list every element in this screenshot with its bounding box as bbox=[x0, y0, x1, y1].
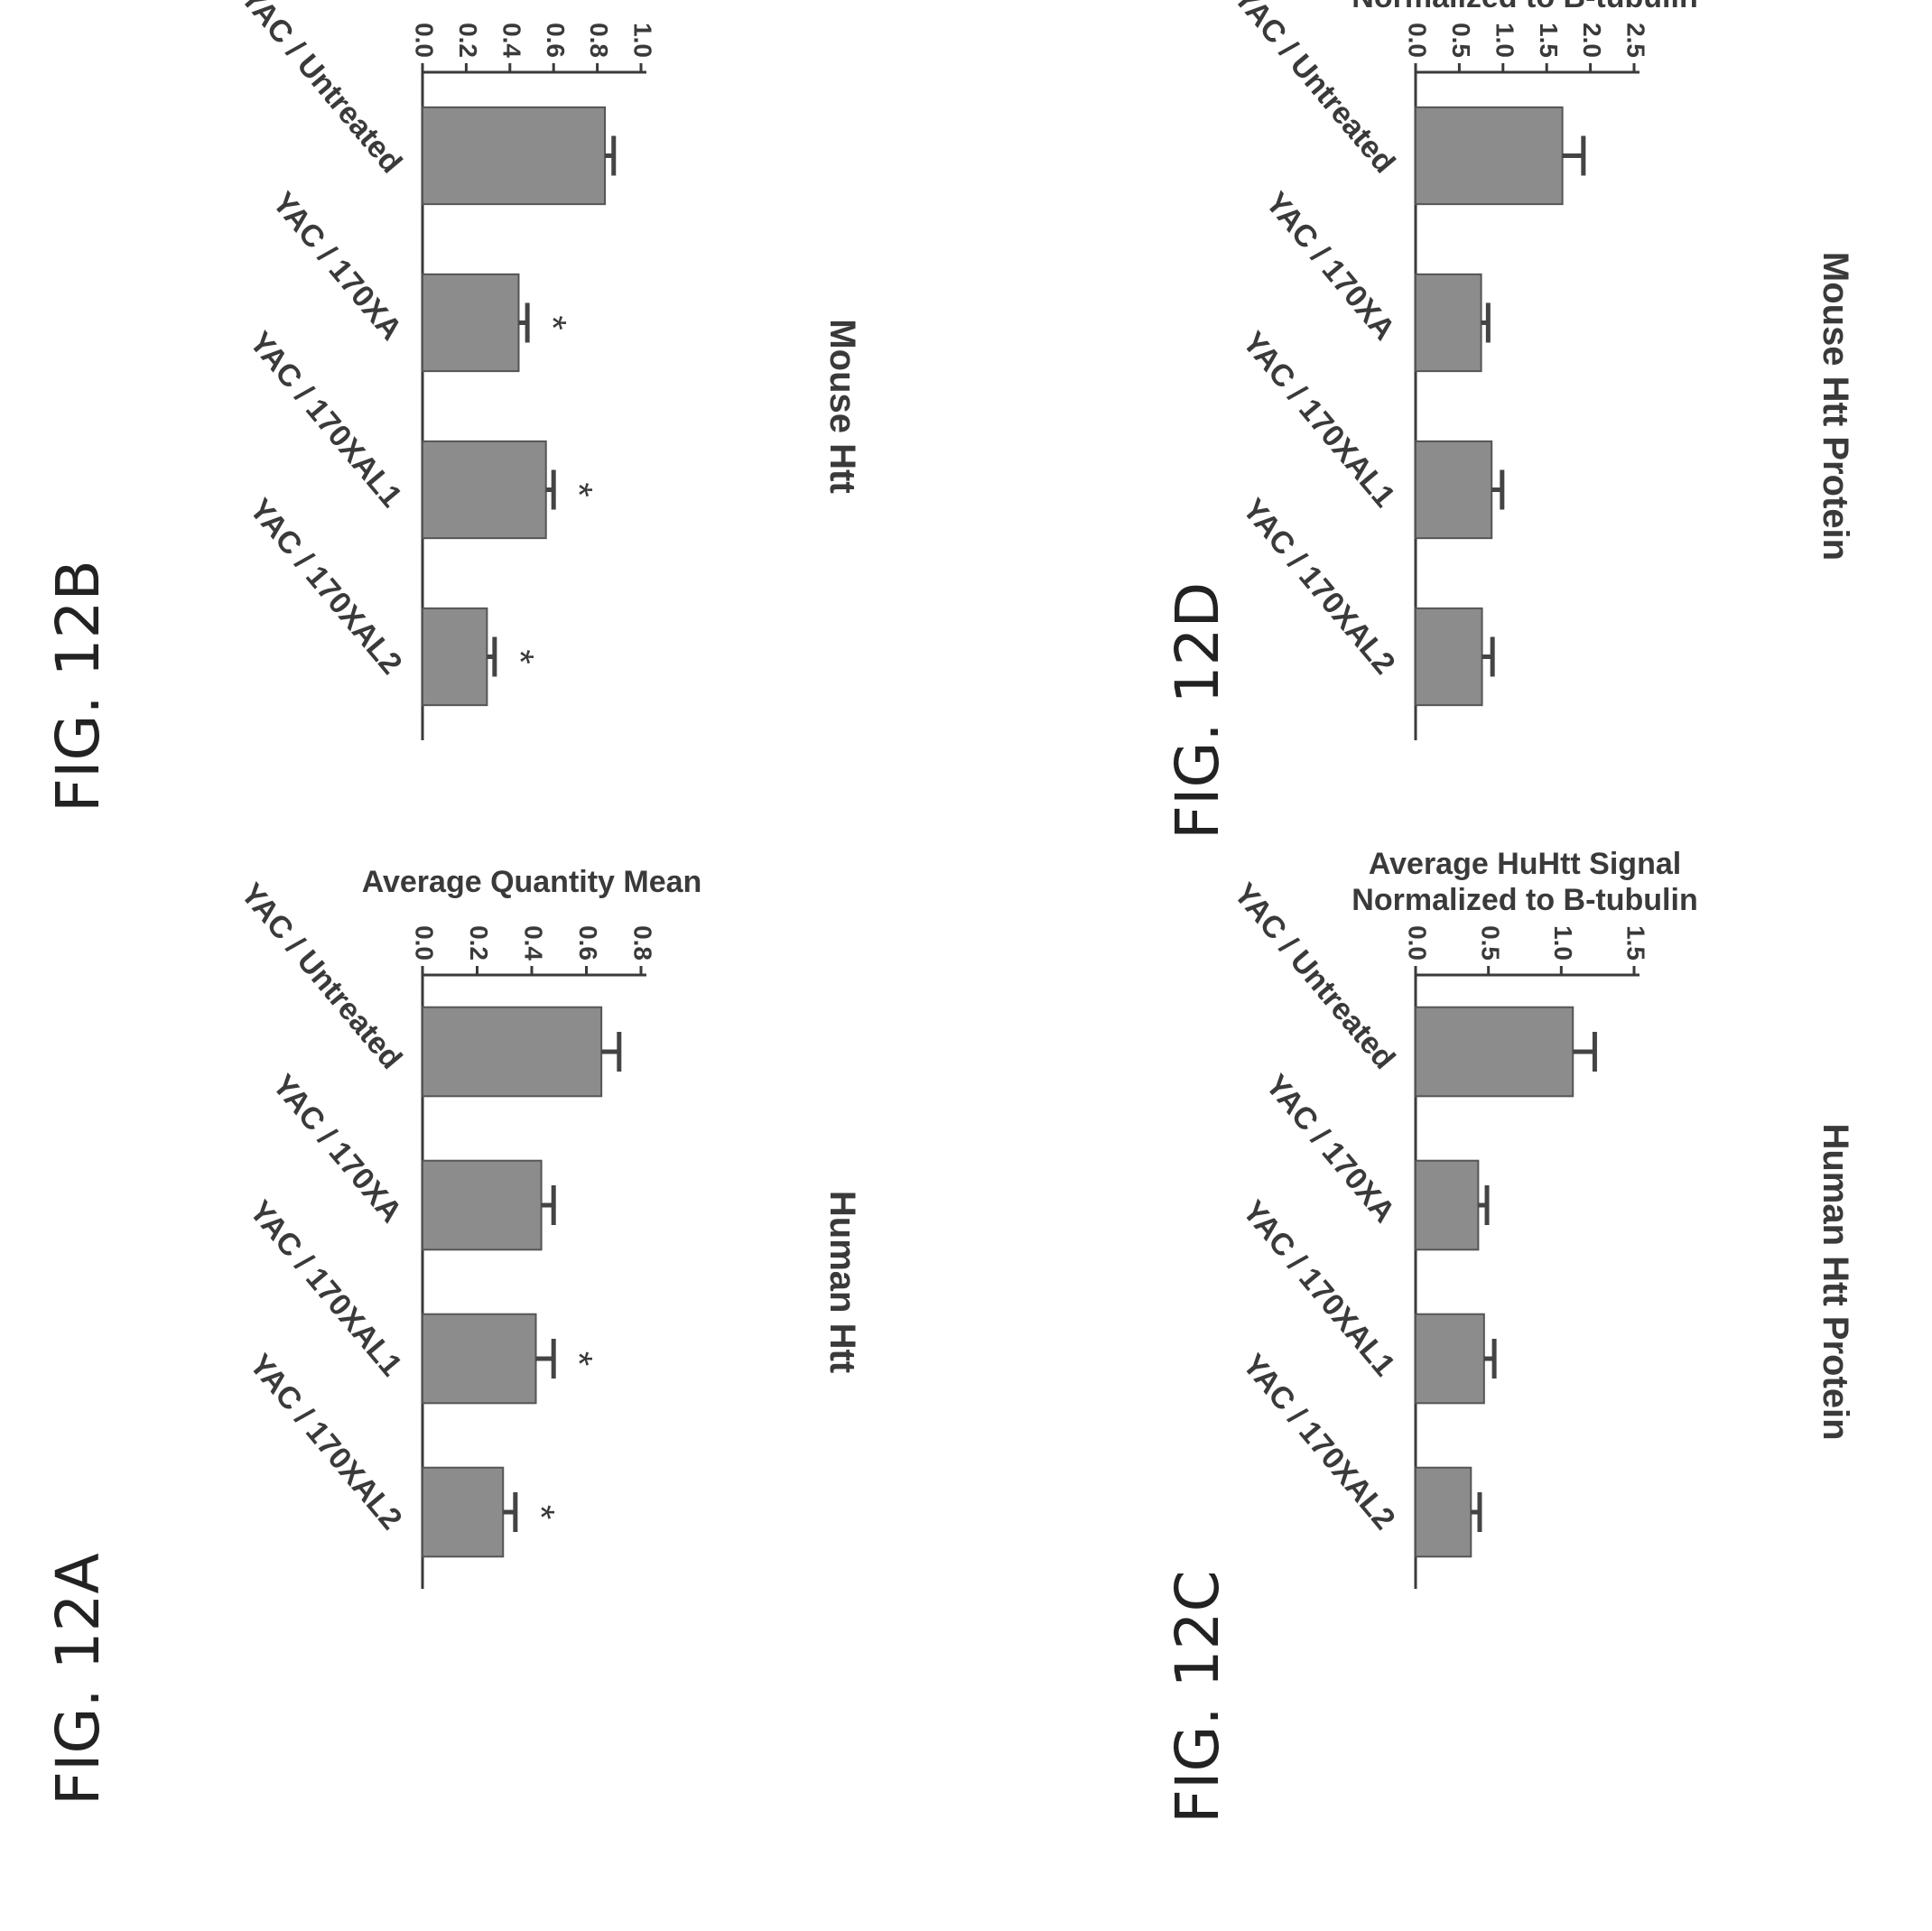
bar-3 bbox=[422, 607, 488, 707]
y-tick-label: 0.5 bbox=[1476, 925, 1504, 961]
chart-title-1: Mouse Htt bbox=[822, 319, 862, 493]
charts: Human Htt 0.0 0.2 0.4 0.6 0.8 Average Quantity… bbox=[234, 0, 1855, 1589]
figure-label-1: FIG. 12B bbox=[43, 560, 113, 812]
category-label-0: YAC / Untreated bbox=[234, 0, 408, 180]
bar-2 bbox=[1414, 1313, 1485, 1405]
significance-star-2: * bbox=[558, 1351, 600, 1366]
y-tick-label: 1.0 bbox=[1491, 23, 1519, 58]
category-label-1: YAC / 170XA bbox=[1259, 186, 1401, 347]
y-tick-label: 0.0 bbox=[1404, 23, 1432, 58]
bar-3 bbox=[421, 1466, 505, 1558]
category-label-3: YAC / 170XAL2 bbox=[1236, 492, 1402, 681]
bar-3 bbox=[1415, 1466, 1472, 1558]
chart-title-2: Human Htt Protein bbox=[1816, 1123, 1855, 1440]
bar-3 bbox=[1414, 607, 1483, 707]
significance-star-3: * bbox=[520, 1505, 562, 1519]
y-tick-label: 1.5 bbox=[1622, 925, 1650, 961]
category-label-0: YAC / Untreated bbox=[1227, 0, 1401, 180]
figure-label-2: FIG. 12C bbox=[1163, 1570, 1232, 1824]
y-tick-label: 0.0 bbox=[411, 925, 439, 961]
chart-title-0: Human Htt bbox=[822, 1191, 862, 1373]
chart-0: Human Htt 0.0 0.2 0.4 0.6 0.8 Average Quantity… bbox=[234, 865, 862, 1589]
bar-2 bbox=[422, 1313, 537, 1405]
significance-star-1: * bbox=[532, 315, 574, 330]
y-tick-label: 0.6 bbox=[542, 23, 570, 58]
y-tick-label: 0.8 bbox=[585, 23, 613, 58]
figure-label-3: FIG. 12D bbox=[1163, 582, 1232, 840]
y-tick-label: 0.4 bbox=[497, 23, 525, 58]
y-tick-label: 0.0 bbox=[1404, 925, 1432, 961]
bar-2 bbox=[1415, 440, 1493, 540]
y-tick-label: 1.0 bbox=[1549, 925, 1577, 961]
y-tick-label: 0.0 bbox=[411, 23, 439, 58]
y-tick-label: 0.6 bbox=[574, 925, 602, 961]
y-axis-label-0: Average Quantity Mean bbox=[362, 865, 702, 899]
y-axis-label-2: Average HuHtt Signal Normalized to B-tubu… bbox=[1351, 847, 1697, 917]
chart-title-3: Mouse Htt Protein bbox=[1816, 252, 1855, 561]
y-tick-label: 0.4 bbox=[520, 925, 548, 961]
y-tick-label: 0.2 bbox=[454, 23, 482, 58]
y-axis-label-line: Normalized to B-tubulin bbox=[1351, 0, 1697, 14]
y-tick-label: 1.0 bbox=[629, 23, 657, 58]
significance-star-3: * bbox=[499, 649, 542, 664]
category-label-0: YAC / Untreated bbox=[234, 877, 408, 1075]
category-label-1: YAC / 170XA bbox=[1259, 1068, 1401, 1229]
bar-0 bbox=[1414, 1006, 1574, 1098]
y-tick-label: 0.5 bbox=[1447, 23, 1475, 58]
chart-3: Mouse Htt Protein 0.0 0.5 1.0 1.5 2.0 2.5 Avera… bbox=[1227, 0, 1855, 740]
bar-0 bbox=[1415, 106, 1564, 206]
bar-0 bbox=[422, 1006, 603, 1098]
y-axis-label-line: Normalized to B-tubulin bbox=[1351, 883, 1697, 917]
category-label-2: YAC / 170XAL1 bbox=[243, 325, 409, 514]
chart-2: Human Htt Protein 0.0 0.5 1.0 1.5 Average HuH… bbox=[1227, 847, 1855, 1589]
bar-0 bbox=[422, 106, 607, 206]
y-tick-label: 0.8 bbox=[629, 925, 657, 961]
bar-2 bbox=[422, 440, 547, 540]
y-axis-label-line: Average Quantity Mean bbox=[362, 865, 702, 899]
figure-label-0: FIG. 12A bbox=[43, 1553, 113, 1806]
y-tick-label: 2.5 bbox=[1622, 23, 1650, 58]
category-label-1: YAC / 170XA bbox=[265, 1068, 408, 1229]
category-label-2: YAC / 170XAL1 bbox=[1236, 325, 1402, 514]
y-tick-label: 2.0 bbox=[1578, 23, 1606, 58]
y-axis-label-line: Average HuHtt Signal bbox=[1369, 847, 1681, 881]
category-label-1: YAC / 170XA bbox=[265, 186, 408, 347]
bar-1 bbox=[422, 273, 520, 373]
y-tick-label: 0.2 bbox=[465, 925, 493, 961]
figure-labels: FIG. 12A FIG. 12B FIG. 12C FIG. 12D bbox=[43, 560, 1232, 1824]
category-label-3: YAC / 170XAL2 bbox=[243, 492, 409, 681]
bar-1 bbox=[1414, 1159, 1480, 1251]
bar-1 bbox=[1415, 273, 1482, 373]
bar-1 bbox=[422, 1159, 543, 1251]
y-tick-label: 1.5 bbox=[1535, 23, 1563, 58]
significance-star-2: * bbox=[558, 482, 600, 497]
